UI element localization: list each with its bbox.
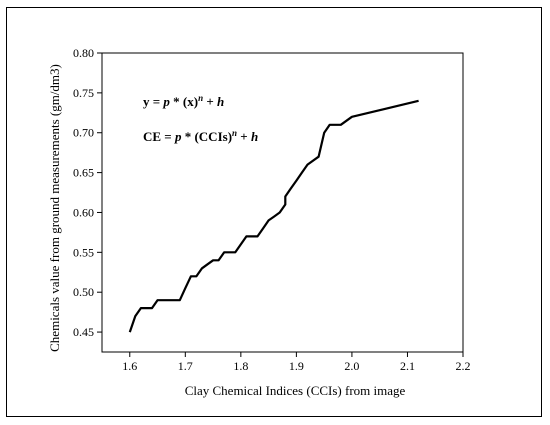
equation-1: y = p * (x)n + h (143, 93, 224, 109)
x-tick-label: 2.0 (344, 359, 359, 373)
x-axis: 1.6 1.7 1.8 1.9 2.0 2.1 2.2 (122, 352, 471, 373)
y-tick-label: 0.65 (73, 166, 94, 180)
y-axis: 0.45 0.50 0.55 0.60 0.65 0.70 0.75 0.80 (73, 46, 102, 339)
series-line (128, 99, 419, 333)
y-tick-label: 0.80 (73, 46, 94, 60)
x-tick-label: 1.8 (233, 359, 248, 373)
figure-frame (6, 7, 542, 417)
y-tick-label: 0.55 (73, 245, 94, 259)
equation-2: CE = p * (CCIs)n + h (143, 128, 258, 144)
x-tick-label: 2.1 (400, 359, 415, 373)
x-axis-title: Clay Chemical Indices (CCIs) from image (185, 383, 406, 398)
y-tick-label: 0.60 (73, 205, 94, 219)
y-tick-label: 0.50 (73, 285, 94, 299)
x-tick-label: 1.9 (289, 359, 304, 373)
y-tick-label: 0.70 (73, 126, 94, 140)
x-tick-label: 2.2 (456, 359, 471, 373)
y-tick-label: 0.45 (73, 325, 94, 339)
y-tick-label: 0.75 (73, 86, 94, 100)
plot-area (101, 52, 464, 353)
y-axis-title: Chemicals value from ground measurements… (47, 64, 62, 352)
x-tick-label: 1.6 (122, 359, 137, 373)
x-tick-label: 1.7 (178, 359, 193, 373)
